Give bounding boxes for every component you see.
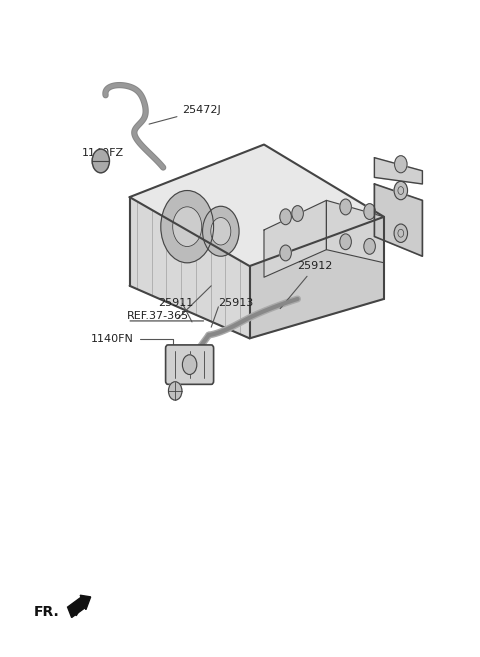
Polygon shape xyxy=(326,200,384,263)
Text: 25912: 25912 xyxy=(280,261,333,309)
Polygon shape xyxy=(374,184,422,256)
Text: 1140FN: 1140FN xyxy=(91,334,173,388)
Polygon shape xyxy=(374,158,422,184)
Circle shape xyxy=(182,355,197,374)
Polygon shape xyxy=(250,217,384,338)
Circle shape xyxy=(92,149,109,173)
Circle shape xyxy=(168,382,182,400)
Circle shape xyxy=(364,204,375,219)
Circle shape xyxy=(203,206,239,256)
Text: 1140FZ: 1140FZ xyxy=(82,148,124,161)
FancyBboxPatch shape xyxy=(166,345,214,384)
Circle shape xyxy=(395,156,407,173)
Circle shape xyxy=(161,191,214,263)
Text: REF.37-365: REF.37-365 xyxy=(127,311,189,321)
Text: FR.: FR. xyxy=(34,604,60,619)
Circle shape xyxy=(394,181,408,200)
FancyArrow shape xyxy=(68,595,91,618)
Text: 25913: 25913 xyxy=(218,298,253,307)
Polygon shape xyxy=(130,145,384,266)
Polygon shape xyxy=(264,200,326,277)
Circle shape xyxy=(211,217,231,245)
Polygon shape xyxy=(130,197,250,338)
Circle shape xyxy=(280,245,291,261)
Text: 25911: 25911 xyxy=(158,298,193,307)
Circle shape xyxy=(280,209,291,225)
Circle shape xyxy=(394,224,408,242)
Circle shape xyxy=(292,206,303,221)
Text: 25472J: 25472J xyxy=(149,105,221,124)
Circle shape xyxy=(340,199,351,215)
Circle shape xyxy=(340,234,351,250)
Circle shape xyxy=(173,207,202,246)
Circle shape xyxy=(364,238,375,254)
